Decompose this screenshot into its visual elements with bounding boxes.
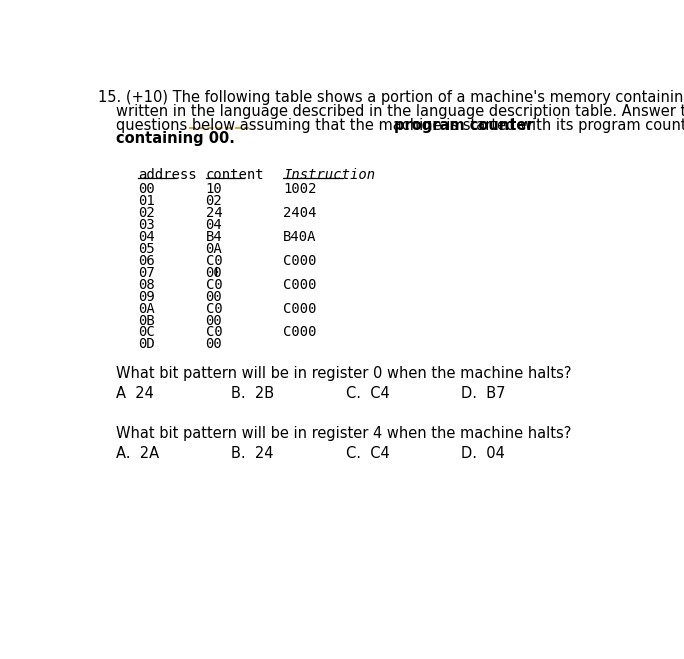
Text: 00: 00 (206, 290, 222, 304)
Text: 15. (+10) The following table shows a portion of a machine's memory containing a: 15. (+10) The following table shows a po… (98, 90, 684, 105)
Text: 0C: 0C (138, 326, 155, 339)
Text: 00: 00 (138, 183, 155, 196)
Text: C.  C4: C. C4 (346, 446, 390, 461)
Text: A  24: A 24 (116, 386, 155, 401)
Text: 04: 04 (138, 230, 155, 244)
Text: 0B: 0B (138, 314, 155, 328)
Text: 03: 03 (138, 218, 155, 232)
Text: questions below assuming that the machine is started with its program counter: questions below assuming that the machin… (116, 117, 684, 132)
Text: B4: B4 (206, 230, 222, 244)
Text: 24: 24 (206, 206, 222, 220)
Text: 05: 05 (138, 242, 155, 256)
Text: content: content (206, 169, 264, 183)
Text: 09: 09 (138, 290, 155, 304)
Text: B.  2B: B. 2B (231, 386, 274, 401)
Text: What bit pattern will be in register 0 when the machine halts?: What bit pattern will be in register 0 w… (116, 366, 572, 382)
Text: 2404: 2404 (283, 206, 317, 220)
Text: 08: 08 (138, 277, 155, 292)
Text: 02: 02 (206, 194, 222, 208)
Text: 00: 00 (206, 337, 222, 351)
Text: 10: 10 (206, 183, 222, 196)
Text: 0D: 0D (138, 337, 155, 351)
Text: What bit pattern will be in register 4 when the machine halts?: What bit pattern will be in register 4 w… (116, 426, 572, 442)
Text: A.  2A: A. 2A (116, 446, 159, 461)
Text: 1002: 1002 (283, 183, 317, 196)
Text: 02: 02 (138, 206, 155, 220)
Text: B40A: B40A (283, 230, 317, 244)
Text: C0: C0 (206, 277, 222, 292)
Text: containing 00.: containing 00. (116, 131, 235, 146)
Text: C000: C000 (283, 302, 317, 316)
Text: C0: C0 (206, 254, 222, 268)
Text: 06: 06 (138, 254, 155, 268)
Text: program counter: program counter (395, 117, 534, 132)
Text: Instruction: Instruction (283, 169, 376, 183)
Text: B.  24: B. 24 (231, 446, 274, 461)
Text: 04: 04 (206, 218, 222, 232)
Text: C.  C4: C. C4 (346, 386, 390, 401)
Text: 00: 00 (206, 314, 222, 328)
Text: C0: C0 (206, 302, 222, 316)
Text: 0A: 0A (206, 242, 222, 256)
Text: C000: C000 (283, 326, 317, 339)
Text: 07: 07 (138, 266, 155, 280)
Text: C000: C000 (283, 277, 317, 292)
Text: C000: C000 (283, 254, 317, 268)
Text: C0: C0 (206, 326, 222, 339)
Text: written in the language described in the language description table. Answer the: written in the language described in the… (116, 103, 684, 119)
Text: 01: 01 (138, 194, 155, 208)
Text: 00: 00 (206, 266, 222, 280)
Text: 0A: 0A (138, 302, 155, 316)
Text: address: address (138, 169, 197, 183)
Text: D.  04: D. 04 (460, 446, 505, 461)
Text: D.  B7: D. B7 (460, 386, 505, 401)
